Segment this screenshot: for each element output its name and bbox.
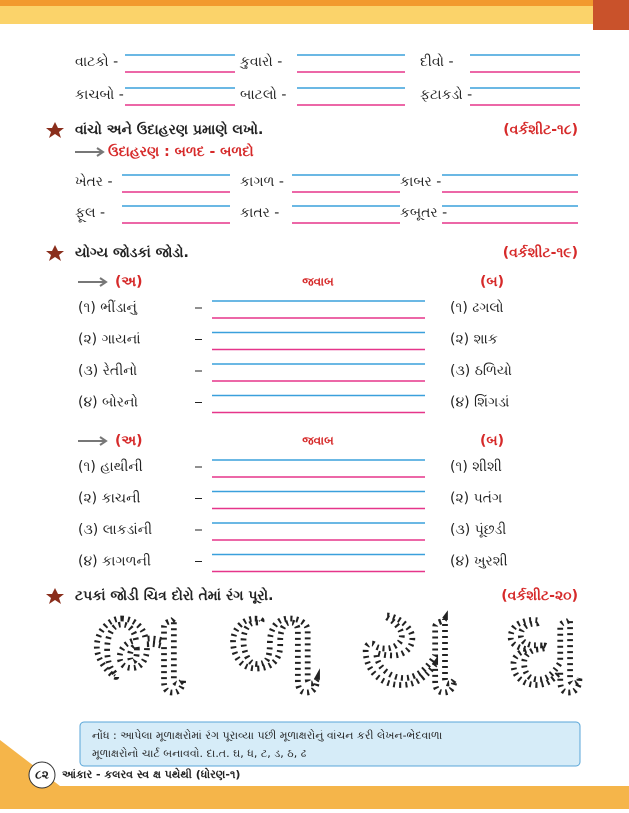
word: કબૂતર - bbox=[400, 205, 447, 221]
left-item: (૨) ગાયનાં bbox=[78, 332, 141, 348]
right-item: (૪) શિંગડાં bbox=[450, 394, 509, 410]
word: કાતર - bbox=[240, 205, 279, 221]
arrow-icon bbox=[75, 147, 105, 157]
star-icon bbox=[46, 588, 64, 604]
column-header: (અ) bbox=[115, 274, 143, 290]
bottom-band bbox=[0, 740, 629, 809]
worksheet-ref: (વર્કશીટ-૧૯) bbox=[503, 243, 578, 261]
arrow-icon bbox=[78, 436, 108, 446]
page-number: ૮૨ bbox=[35, 768, 49, 782]
worksheet-ref: (વર્કશીટ-૨૦) bbox=[501, 586, 578, 604]
page-badge bbox=[28, 761, 56, 789]
top-stripe bbox=[0, 0, 629, 6]
example: ઉદાહરણ : બળદ - બળદો bbox=[108, 142, 254, 160]
dotted-letter: ભ bbox=[92, 583, 188, 722]
dotted-letter: ય bbox=[361, 583, 459, 722]
worksheet-ref: (વર્કશીટ-૧૮) bbox=[503, 120, 578, 138]
word: ખેતર - bbox=[75, 173, 113, 190]
word: બાટલો - bbox=[240, 86, 286, 103]
word: કુવારો - bbox=[239, 53, 282, 70]
word: કાબર - bbox=[400, 174, 441, 190]
word: ફટાકડો - bbox=[420, 86, 472, 103]
star-icon bbox=[46, 245, 64, 261]
instruction: ટપકાં જોડી ચિત્ર દોરો તેમાં રંગ પૂરો. bbox=[75, 586, 273, 604]
left-item: (૪) કાગળની bbox=[78, 554, 151, 570]
left-item: (૪) બોરનો bbox=[78, 394, 138, 411]
right-item: (૨) શાક bbox=[450, 332, 498, 348]
right-item: (૧) શીશી bbox=[450, 459, 502, 475]
corner-tab bbox=[593, 0, 629, 30]
left-item: (૧) હાથીની bbox=[78, 459, 143, 475]
word: વાટકો - bbox=[75, 53, 118, 70]
star-icon bbox=[46, 122, 64, 138]
footer-text: આંકાર - કલરવ સ્વ ક્ષ પથેથી (ધોરણ-૧) bbox=[62, 767, 240, 781]
column-header: (બ) bbox=[480, 433, 504, 449]
left-item: (૨) કાચની bbox=[78, 491, 141, 507]
note-line: મૂળાક્ષરોનો ચાર્ટ બનાવવો. દા.ત. ઘ, ધ, ટ,… bbox=[92, 747, 307, 760]
dotted-letter: ળ bbox=[228, 583, 322, 722]
arrow-icon bbox=[78, 277, 108, 287]
right-item: (૩) ઠળિયો bbox=[450, 362, 512, 379]
left-item: (૩) લાકડાંની bbox=[78, 522, 152, 538]
column-header: (અ) bbox=[115, 433, 143, 449]
word: કાચબો - bbox=[75, 86, 124, 103]
right-item: (૪) ખુરશી bbox=[450, 554, 508, 570]
note-box bbox=[79, 721, 581, 767]
right-item: (૩) પૂંછડી bbox=[450, 522, 506, 538]
column-header: જવાબ bbox=[302, 434, 334, 448]
right-item: (૨) પતંગ bbox=[450, 491, 502, 507]
right-item: (૧) ઢગલો bbox=[450, 299, 504, 316]
column-header: જવાબ bbox=[302, 275, 334, 289]
instruction: વાંચો અને ઉદાહરણ પ્રમાણે લખો. bbox=[75, 120, 263, 138]
dotted-letter: ઘ bbox=[506, 583, 584, 722]
column-header: (બ) bbox=[480, 274, 504, 290]
instruction: યોગ્ય જોડકાં જોડો. bbox=[75, 243, 189, 261]
word: ફૂલ - bbox=[75, 205, 105, 222]
word: કાગળ - bbox=[240, 174, 284, 190]
left-item: (૩) રેતીનો bbox=[78, 362, 137, 379]
note-line: નોંધ : આપેલા મૂળાક્ષરોમાં રંગ પૂરાવ્યા પ… bbox=[92, 729, 443, 742]
word: દીવો - bbox=[420, 53, 454, 70]
left-item: (૧) ભીંડાનું bbox=[78, 300, 138, 316]
